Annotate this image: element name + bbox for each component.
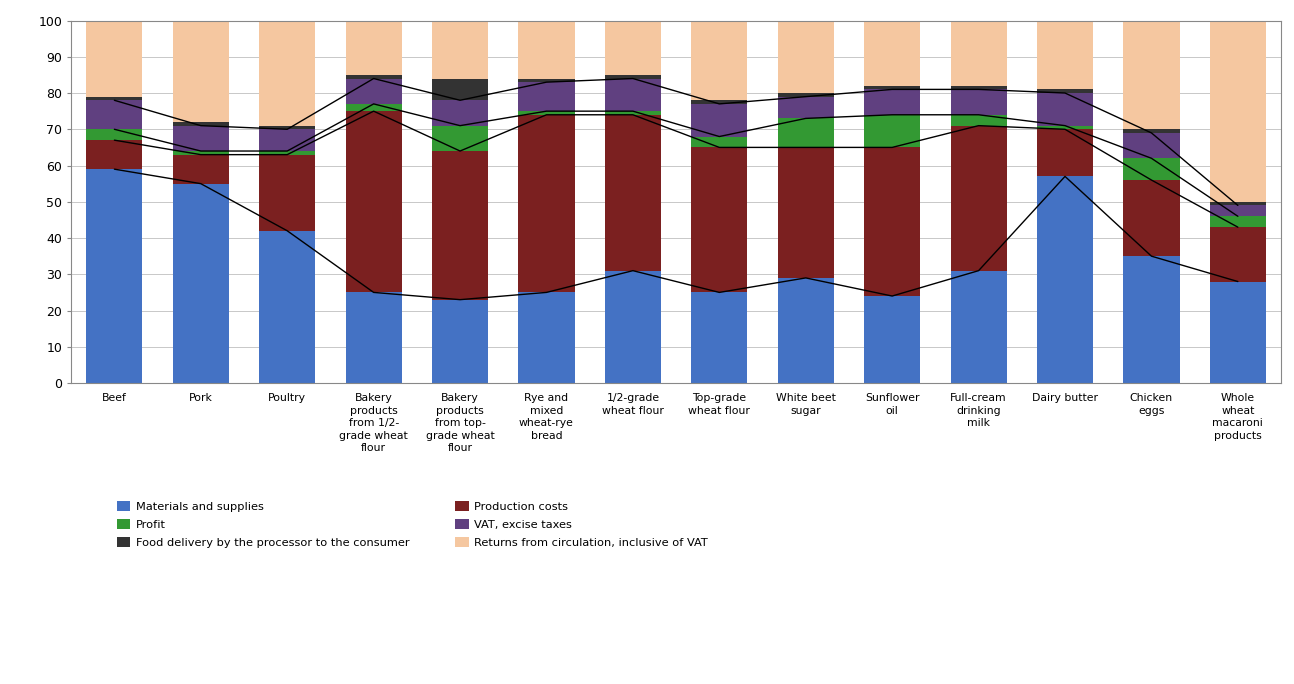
Bar [864, 115, 920, 148]
Bar [87, 101, 142, 129]
Bar [172, 155, 229, 184]
Bar [778, 21, 833, 93]
Bar [1036, 90, 1093, 93]
Bar [172, 151, 229, 155]
Bar [432, 21, 488, 79]
Bar [345, 111, 401, 293]
Bar [1036, 21, 1093, 90]
Bar [691, 293, 748, 383]
Bar [691, 101, 748, 104]
Bar [604, 21, 661, 75]
Bar [604, 115, 661, 271]
Bar [1123, 256, 1180, 383]
Bar [864, 21, 920, 86]
Bar [951, 86, 1007, 90]
Bar [778, 96, 833, 118]
Bar [432, 300, 488, 383]
Bar [519, 111, 575, 115]
Bar [1210, 216, 1266, 227]
Bar [432, 151, 488, 300]
Bar [432, 79, 488, 101]
Bar [1210, 202, 1266, 205]
Bar [1036, 93, 1093, 126]
Bar [691, 148, 748, 293]
Bar [172, 126, 229, 151]
Bar [1210, 205, 1266, 216]
Bar [345, 21, 401, 75]
Bar [778, 148, 833, 278]
Bar [87, 129, 142, 140]
Bar [87, 21, 142, 96]
Bar [1123, 21, 1180, 129]
Bar [604, 79, 661, 111]
Bar [345, 293, 401, 383]
Bar [1036, 126, 1093, 129]
Bar [951, 21, 1007, 86]
Bar [864, 90, 920, 115]
Bar [778, 118, 833, 148]
Bar [604, 75, 661, 79]
Bar [432, 126, 488, 151]
Bar [87, 140, 142, 169]
Bar [259, 129, 316, 151]
Bar [1036, 176, 1093, 383]
Bar [864, 86, 920, 90]
Bar [1123, 180, 1180, 256]
Bar [345, 104, 401, 111]
Bar [172, 21, 229, 122]
Bar [519, 115, 575, 293]
Bar [1123, 133, 1180, 158]
Bar [1123, 158, 1180, 180]
Bar [604, 111, 661, 115]
Bar [864, 296, 920, 383]
Bar [259, 151, 316, 155]
Bar [1123, 129, 1180, 133]
Bar [951, 115, 1007, 126]
Bar [864, 148, 920, 296]
Bar [519, 293, 575, 383]
Bar [691, 104, 748, 137]
Bar [778, 278, 833, 383]
Bar [691, 137, 748, 148]
Bar [951, 126, 1007, 271]
Bar [87, 169, 142, 383]
Bar [345, 79, 401, 104]
Bar [778, 93, 833, 96]
Bar [1210, 227, 1266, 282]
Bar [259, 21, 316, 126]
Bar [87, 96, 142, 101]
Bar [951, 90, 1007, 115]
Bar [691, 21, 748, 101]
Bar [604, 271, 661, 383]
Bar [259, 126, 316, 129]
Legend: Materials and supplies, Profit, Food delivery by the processor to the consumer, : Materials and supplies, Profit, Food del… [113, 497, 712, 551]
Bar [259, 155, 316, 231]
Bar [951, 271, 1007, 383]
Bar [1036, 129, 1093, 176]
Bar [432, 101, 488, 126]
Bar [259, 231, 316, 383]
Bar [345, 75, 401, 79]
Bar [172, 122, 229, 126]
Bar [519, 21, 575, 79]
Bar [1210, 282, 1266, 383]
Bar [1210, 21, 1266, 202]
Bar [519, 82, 575, 111]
Bar [519, 79, 575, 82]
Bar [172, 184, 229, 383]
